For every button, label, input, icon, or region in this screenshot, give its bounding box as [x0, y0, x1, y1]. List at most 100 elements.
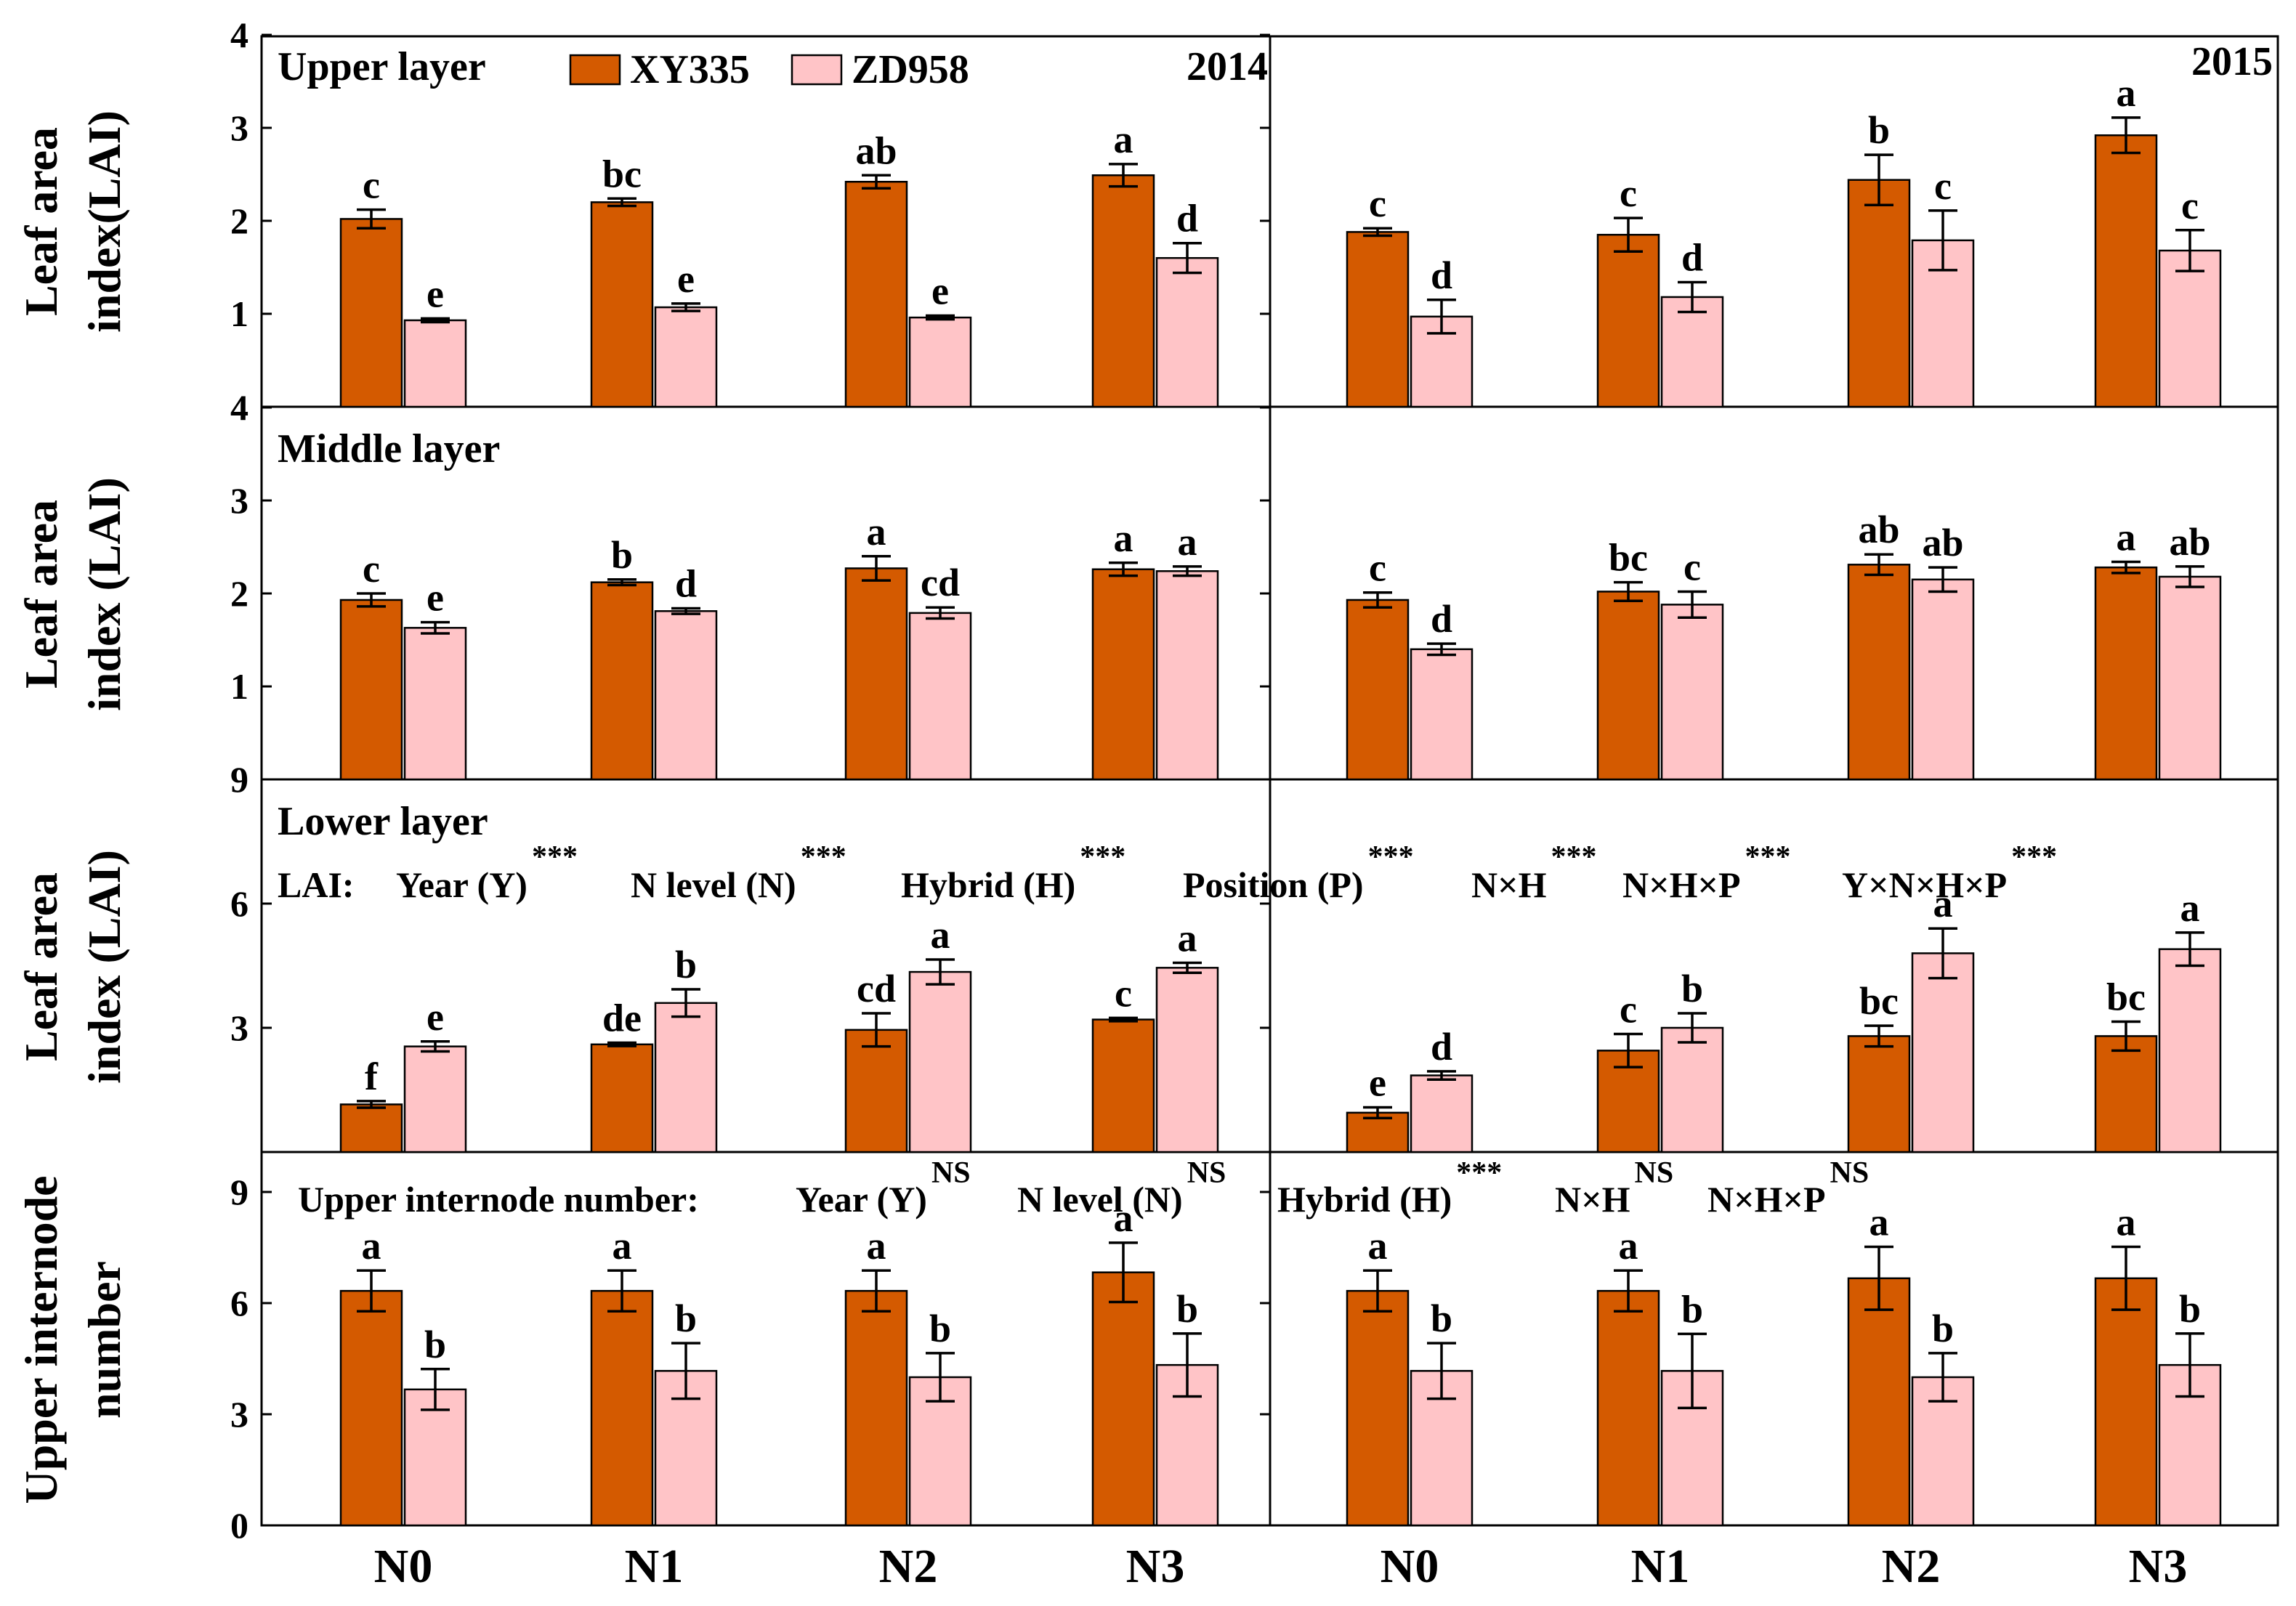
y-tick-label: 1 — [230, 666, 248, 707]
anova-term: N level (N) — [1017, 1179, 1183, 1220]
x-tick-label: N0 — [1381, 1540, 1439, 1593]
anova-significance: NS — [931, 1156, 971, 1190]
anova-significance: NS — [1187, 1156, 1226, 1190]
bar — [1410, 648, 1474, 781]
y-tick-label: 2 — [230, 200, 248, 241]
anova-term: N level (N) — [631, 864, 796, 905]
anova-significance: *** — [2011, 840, 2057, 874]
bar — [339, 1289, 403, 1527]
bar — [844, 567, 908, 781]
significance-letter: de — [602, 997, 642, 1040]
anova-label: Upper internode number: — [298, 1179, 699, 1220]
bar — [844, 1029, 908, 1153]
bar — [2094, 1035, 2158, 1153]
bar — [2094, 134, 2158, 408]
y-tick-label: 0 — [230, 1505, 248, 1546]
anova-term: Year (Y) — [796, 1179, 927, 1220]
significance-letter: a — [1114, 1196, 1133, 1240]
significance-letter: d — [1176, 197, 1198, 240]
y-tick-label: 1 — [230, 293, 248, 334]
bar — [1847, 1277, 1911, 1527]
anova-significance: *** — [1745, 840, 1791, 874]
bar — [1346, 1289, 1410, 1527]
significance-letter: ab — [1922, 521, 1963, 564]
bar — [908, 970, 972, 1153]
y-axis-title: number — [78, 1261, 130, 1419]
significance-letter: d — [1681, 235, 1703, 279]
significance-letter: b — [1681, 1287, 1703, 1331]
significance-letter: bc — [1609, 536, 1648, 580]
significance-letter: a — [1933, 882, 1953, 925]
x-tick-label: N1 — [1631, 1540, 1690, 1593]
significance-letter: a — [1178, 520, 1197, 564]
bar — [1155, 570, 1219, 781]
y-axis-title: index(LAI) — [78, 110, 130, 333]
panel-label: Lower layer — [278, 799, 488, 844]
significance-letter: b — [2179, 1287, 2201, 1331]
significance-letter: ab — [2169, 520, 2210, 564]
x-tick-label: N3 — [2129, 1540, 2188, 1593]
bar — [590, 581, 654, 781]
bar — [1410, 1074, 1474, 1153]
y-tick-label: 6 — [230, 883, 248, 924]
bar — [590, 1289, 654, 1527]
anova-significance: *** — [1551, 840, 1597, 874]
significance-letter: e — [427, 995, 444, 1039]
bar — [1596, 233, 1660, 408]
x-tick-label: N3 — [1126, 1540, 1185, 1593]
y-tick-label: 2 — [230, 573, 248, 614]
bar — [1847, 564, 1911, 781]
bar — [654, 610, 718, 781]
x-tick-label: N1 — [625, 1540, 684, 1593]
anova-term: N×H — [1555, 1179, 1630, 1220]
bar — [2158, 575, 2222, 781]
significance-letter: a — [867, 510, 886, 553]
legend-label: XY335 — [630, 47, 750, 92]
bar — [1660, 1026, 1724, 1153]
x-tick-label: N0 — [374, 1540, 433, 1593]
significance-letter: b — [1431, 1297, 1452, 1340]
year-label: 2014 — [1187, 44, 1268, 89]
significance-letter: a — [1869, 1200, 1889, 1244]
bar — [590, 1043, 654, 1153]
significance-letter: c — [1620, 171, 1637, 215]
significance-letter: e — [427, 576, 444, 620]
bar — [1346, 231, 1410, 408]
significance-letter: b — [1868, 108, 1890, 152]
significance-letter: f — [365, 1055, 379, 1098]
bar — [654, 306, 718, 408]
y-axis-title: index (LAI) — [78, 477, 130, 711]
significance-letter: c — [1369, 182, 1386, 225]
y-tick-label: 9 — [230, 759, 248, 800]
anova-term: Hybrid (H) — [901, 864, 1075, 905]
significance-letter: c — [1369, 546, 1386, 590]
significance-letter: bc — [602, 152, 642, 195]
x-tick-label: N2 — [1882, 1540, 1941, 1593]
significance-letter: a — [2117, 1200, 2136, 1244]
bar — [403, 627, 467, 781]
significance-letter: a — [2180, 886, 2200, 930]
bar — [844, 180, 908, 408]
bar — [2158, 948, 2222, 1153]
y-axis-title: Upper internode — [15, 1175, 67, 1504]
x-tick-label: N2 — [879, 1540, 938, 1593]
y-tick-label: 3 — [230, 1394, 248, 1435]
bar — [1847, 179, 1911, 408]
bar — [403, 319, 467, 408]
bar — [908, 316, 972, 408]
significance-letter: a — [2117, 515, 2136, 559]
significance-letter: e — [931, 269, 949, 313]
y-axis-title: index (LAI) — [78, 850, 130, 1084]
bar — [1847, 1035, 1911, 1153]
anova-label: LAI: — [278, 864, 355, 905]
anova-term: N×H — [1471, 864, 1547, 905]
anova-term: N×H×P — [1622, 864, 1741, 905]
bar — [1091, 1018, 1155, 1153]
y-axis-title: Leaf area — [15, 127, 67, 316]
anova-significance: *** — [1368, 840, 1414, 874]
bar — [1091, 568, 1155, 781]
significance-letter: cd — [857, 967, 896, 1010]
significance-letter: a — [931, 913, 950, 957]
legend-swatch — [791, 54, 843, 86]
y-axis-title: Leaf area — [15, 872, 67, 1061]
